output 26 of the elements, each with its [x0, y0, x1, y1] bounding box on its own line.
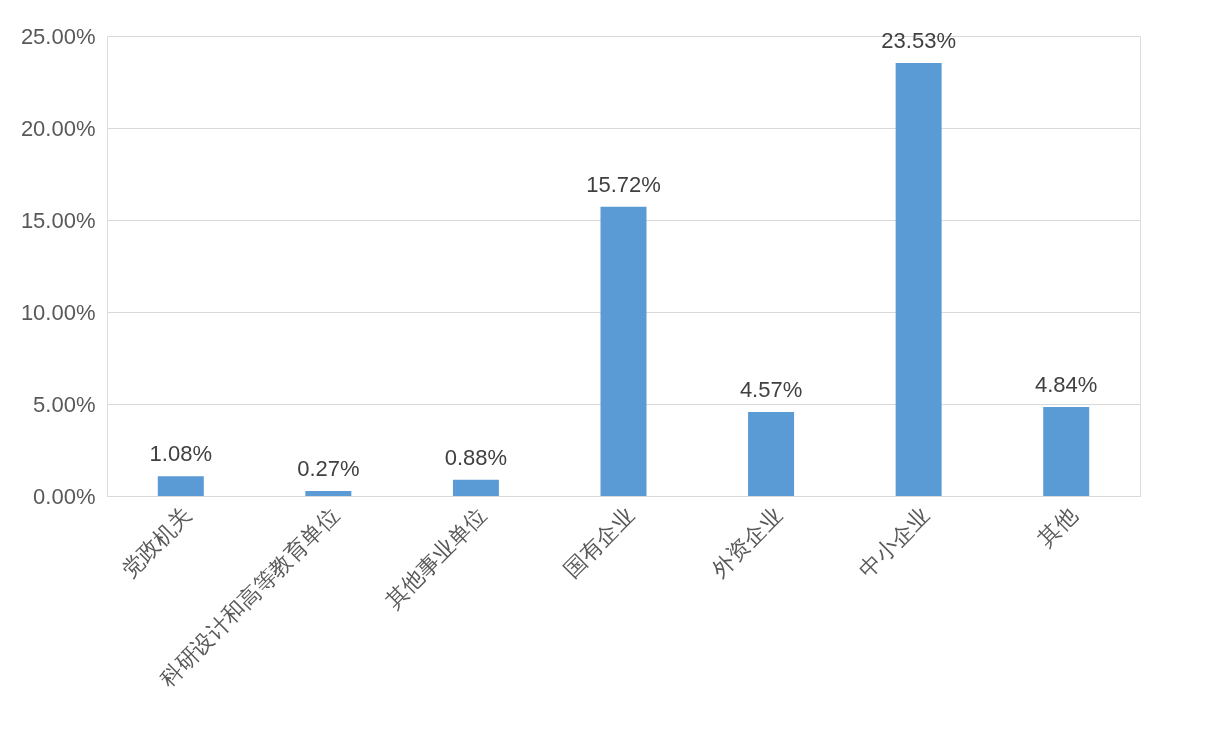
data-label: 15.72%	[586, 171, 661, 197]
x-tick-label: 其他	[1032, 502, 1082, 552]
x-tick-label: 国有企业	[559, 502, 640, 583]
data-label: 0.88%	[444, 444, 508, 470]
y-tick-label: 10.00%	[20, 299, 96, 325]
bar	[305, 491, 352, 496]
y-tick-label: 5.00%	[33, 391, 96, 417]
bar	[748, 411, 795, 496]
x-tick-label: 其他事业单位	[380, 502, 492, 614]
x-tick-label: 党政机关	[116, 502, 197, 583]
y-tick-label: 15.00%	[20, 207, 96, 233]
data-label: 0.27%	[297, 456, 360, 482]
x-tick-label: 外资企业	[706, 502, 787, 583]
y-tick-label: 20.00%	[20, 115, 96, 141]
bar	[600, 206, 647, 496]
bar	[452, 479, 499, 496]
y-tick-label: 0.00%	[33, 483, 96, 509]
bar	[895, 63, 942, 496]
data-label: 4.84%	[1035, 371, 1098, 397]
y-tick-label: 25.00%	[20, 23, 96, 49]
bar	[1043, 406, 1090, 496]
data-label: 1.08%	[149, 441, 212, 467]
x-tick-label: 中小企业	[854, 502, 935, 583]
data-label: 23.53%	[881, 28, 956, 54]
bar	[157, 476, 204, 496]
data-label: 4.57%	[739, 376, 803, 402]
